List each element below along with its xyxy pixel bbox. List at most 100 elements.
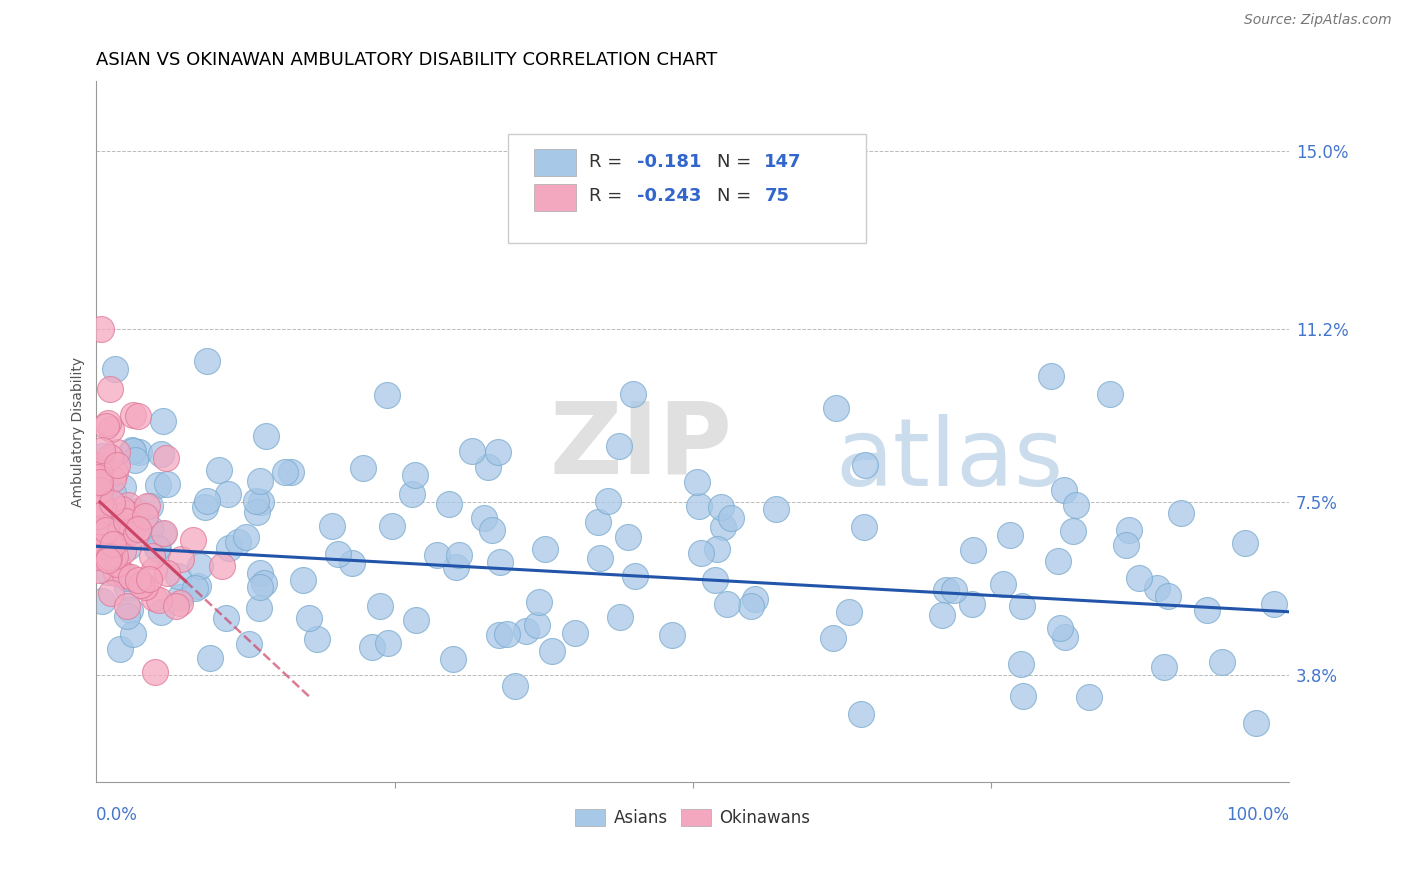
Point [377,636,399,650]
Point [89,476,111,491]
Point [152,526,174,541]
Point [515,624,537,638]
Point [129,578,152,592]
Point [97,550,120,565]
Point [1128,572,1150,586]
Point [169,596,191,610]
Point [1046,554,1069,568]
Point [218,541,240,556]
Point [249,566,271,581]
Point [156,477,179,491]
Point [703,573,725,587]
Point [87,465,110,479]
Point [98,382,121,396]
Point [100,586,122,600]
Point [87,549,110,564]
Point [89,563,111,577]
Point [198,650,221,665]
Point [114,527,136,541]
Point [87,531,110,545]
Point [245,493,267,508]
Point [1118,523,1140,537]
FancyBboxPatch shape [508,134,866,243]
Point [472,511,495,525]
Text: ZIP: ZIP [550,397,733,494]
Point [170,552,193,566]
Point [503,679,526,693]
Point [342,556,364,570]
Text: N =: N = [717,153,756,171]
Point [489,555,512,569]
FancyBboxPatch shape [534,185,576,211]
Point [935,582,957,597]
Point [609,610,631,624]
Point [609,439,631,453]
Point [529,595,551,609]
Point [117,498,139,512]
Point [165,599,187,613]
Point [1195,603,1218,617]
Point [117,540,139,554]
Point [97,552,120,566]
Point [93,510,115,524]
Point [104,566,127,580]
Point [447,548,470,562]
Point [962,597,984,611]
Point [1053,630,1076,644]
Point [298,611,321,625]
Point [1010,657,1032,672]
Point [821,631,844,645]
Point [115,608,138,623]
Point [115,514,138,528]
Point [853,520,876,534]
Point [87,487,110,501]
Point [89,483,111,497]
Point [127,409,149,424]
Point [125,504,148,518]
Point [134,508,156,523]
Point [150,447,173,461]
Point [104,465,127,479]
Point [96,523,118,537]
Point [208,462,231,476]
Point [135,500,157,514]
Point [195,353,218,368]
Point [706,542,728,557]
Point [101,496,124,510]
Point [146,542,169,557]
Point [127,522,149,536]
Point [122,626,145,640]
Point [128,444,150,458]
Point [401,487,423,501]
Point [404,468,426,483]
Point [108,525,131,540]
Point [740,599,762,613]
Point [710,500,733,514]
Point [90,528,112,542]
Y-axis label: Ambulatory Disability: Ambulatory Disability [72,357,86,507]
Point [437,497,460,511]
Point [146,541,169,555]
Point [87,540,110,554]
Point [143,563,166,577]
Text: 0.0%: 0.0% [97,805,138,823]
Point [86,459,108,474]
Point [488,628,510,642]
Point [89,495,111,509]
Point [188,559,211,574]
Point [152,527,174,541]
Point [426,548,449,562]
Point [254,429,277,443]
Point [101,486,124,500]
Point [686,475,709,490]
Point [942,582,965,597]
Point [274,465,297,479]
Point [690,546,713,560]
Point [103,472,125,486]
Point [146,478,169,492]
Point [91,443,114,458]
Point [253,575,276,590]
Point [617,530,640,544]
Point [150,605,173,619]
Point [105,445,128,459]
